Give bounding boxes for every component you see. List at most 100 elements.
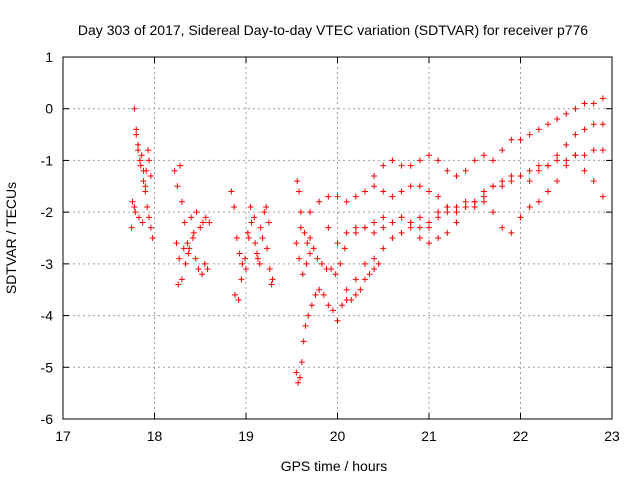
data-point [269, 276, 276, 283]
data-point [264, 245, 271, 252]
data-point [375, 260, 382, 267]
data-point [248, 219, 255, 226]
data-point [435, 209, 442, 216]
data-point [131, 203, 138, 210]
data-point [357, 286, 364, 293]
data-point [201, 260, 208, 267]
data-point [316, 286, 323, 293]
data-point [389, 157, 396, 164]
data-point [135, 141, 142, 148]
data-point [499, 183, 506, 190]
data-point [190, 229, 197, 236]
data-point [202, 214, 209, 221]
data-point [233, 235, 240, 241]
data-point [398, 229, 405, 236]
data-point [398, 162, 405, 169]
data-point [563, 141, 570, 148]
data-point [499, 224, 506, 231]
data-point [471, 157, 478, 164]
data-point [535, 162, 542, 169]
data-point [599, 121, 606, 128]
y-tick-label: -1 [41, 152, 54, 168]
data-point [535, 126, 542, 133]
data-point [526, 178, 533, 185]
data-point [471, 198, 478, 205]
axes: 17 18 19 20 21 22 23 1 0 -1 -2 -3 -4 -5 -6 [41, 49, 620, 444]
data-point [138, 152, 145, 159]
data-point [544, 188, 551, 195]
series-cluster-1 [128, 105, 156, 241]
data-point [303, 260, 310, 267]
data-point [293, 240, 300, 247]
x-tick-label: 20 [330, 428, 346, 444]
data-point [563, 162, 570, 169]
data-point [133, 126, 140, 133]
data-point [320, 291, 327, 298]
data-point [174, 183, 181, 190]
data-point [554, 116, 561, 123]
x-tick-label: 22 [513, 428, 529, 444]
data-point [490, 209, 497, 216]
data-point [389, 219, 396, 226]
data-point [508, 172, 515, 179]
x-tick-label: 23 [604, 428, 620, 444]
data-point [238, 276, 245, 283]
data-point [294, 178, 301, 185]
data-point [581, 100, 588, 107]
data-point [228, 188, 235, 195]
x-tick-label: 17 [55, 428, 71, 444]
data-point [199, 271, 206, 278]
data-point [142, 183, 149, 190]
data-point [572, 105, 579, 112]
data-point [371, 255, 378, 262]
data-point [499, 147, 506, 154]
data-point [171, 167, 178, 174]
data-point [184, 240, 191, 247]
data-point [337, 260, 344, 267]
data-point [137, 162, 144, 169]
data-point [508, 229, 515, 236]
data-point [435, 214, 442, 221]
data-point [416, 214, 423, 221]
data-point [334, 193, 341, 200]
data-point [245, 235, 252, 241]
data-point [581, 152, 588, 159]
data-point [133, 131, 140, 138]
data-point [312, 291, 319, 298]
data-point [535, 167, 542, 174]
series-trend-a [297, 95, 606, 231]
data-point [590, 178, 597, 185]
data-point [508, 136, 515, 143]
data-point [181, 219, 188, 226]
data-point [407, 183, 414, 190]
data-point [581, 126, 588, 133]
data-point [435, 193, 442, 200]
data-point [599, 193, 606, 200]
data-point [298, 359, 305, 366]
data-point [247, 203, 254, 210]
data-point [435, 235, 442, 241]
data-point [177, 162, 184, 169]
data-point [140, 178, 147, 185]
y-tick-label: -4 [41, 308, 54, 324]
data-point [185, 250, 192, 257]
data-point [195, 266, 202, 273]
data-point [490, 157, 497, 164]
data-point [147, 224, 154, 231]
data-point [139, 219, 146, 226]
x-axis-label: GPS time / hours [281, 458, 388, 474]
data-point [444, 229, 451, 236]
data-point [371, 266, 378, 273]
data-point [389, 193, 396, 200]
data-point [131, 105, 138, 112]
data-point [444, 203, 451, 210]
data-point [266, 266, 273, 273]
data-point [407, 224, 414, 231]
data-point [563, 157, 570, 164]
series-trend-e [352, 214, 460, 247]
data-point [398, 214, 405, 221]
data-point [480, 188, 487, 195]
data-point [348, 297, 355, 304]
data-point [128, 224, 135, 231]
data-point [339, 302, 346, 309]
